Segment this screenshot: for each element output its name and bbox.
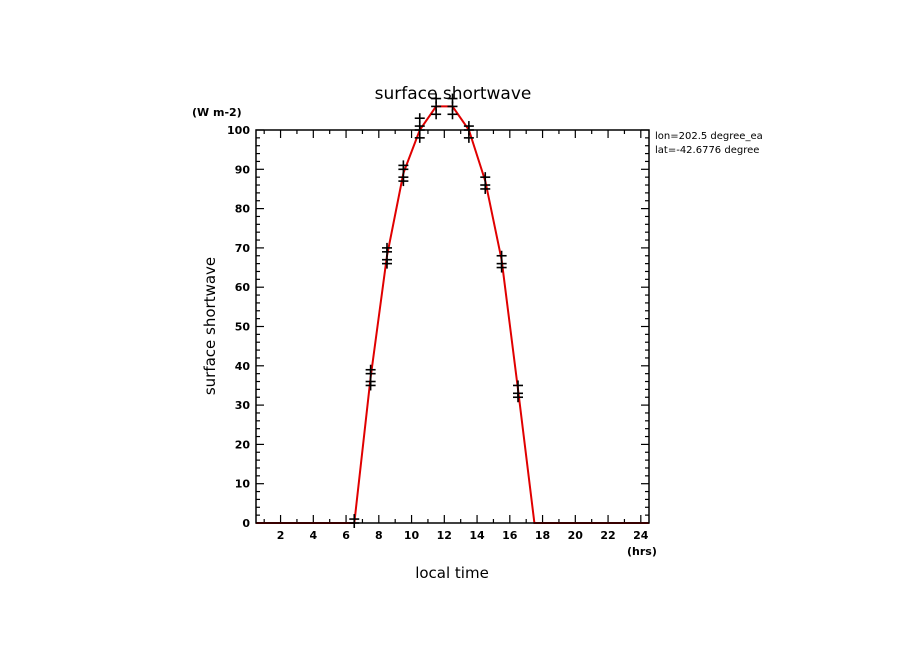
y-axis-label: surface shortwave (201, 257, 219, 395)
y-tick-label: 70 (235, 242, 251, 255)
annotation-lon: lon=202.5 degree_ea (655, 131, 763, 142)
x-tick-label: 6 (342, 529, 350, 542)
x-tick-label: 22 (600, 529, 615, 542)
y-tick-label: 30 (235, 399, 251, 412)
x-tick-label: 16 (502, 529, 518, 542)
y-units-label: (W m-2) (192, 106, 242, 119)
plot-frame (255, 129, 650, 524)
data-marks (256, 93, 649, 528)
x-tick-label: 14 (469, 529, 485, 542)
y-tick-label: 50 (235, 321, 251, 334)
x-tick-label: 18 (535, 529, 550, 542)
plus-marker (398, 160, 409, 171)
x-tick-label: 8 (375, 529, 383, 542)
y-tick-label: 0 (242, 517, 250, 530)
annotation-lat: lat=-42.6776 degree (655, 145, 759, 156)
x-tick-label: 2 (277, 529, 285, 542)
y-tick-label: 10 (235, 478, 251, 491)
x-tick-label: 4 (309, 529, 317, 542)
plus-marker (431, 93, 442, 104)
y-tick-label: 20 (235, 438, 251, 451)
y-tick-label: 100 (227, 124, 250, 137)
plus-marker (414, 113, 425, 124)
plus-marker (382, 242, 392, 253)
plus-marker (496, 250, 507, 261)
plus-marker (365, 364, 376, 375)
x-tick-label: 20 (568, 529, 584, 542)
x-tick-label: 10 (404, 529, 420, 542)
x-axis-label: local time (415, 564, 489, 582)
y-tick-label: 60 (235, 281, 251, 294)
y-tick-label: 40 (235, 360, 251, 373)
x-tick-label: 12 (437, 529, 452, 542)
axis-ticks: 2 4 6 8 10 12 14 16 18 20 22 2401020304050607080901… (227, 124, 649, 542)
series-line (256, 105, 649, 524)
y-tick-label: 90 (235, 163, 251, 176)
x-tick-label: 24 (633, 529, 649, 542)
x-units-label: (hrs) (627, 545, 657, 558)
y-tick-label: 80 (235, 203, 251, 216)
plus-marker (447, 93, 458, 104)
plus-marker (480, 172, 491, 183)
plus-marker (513, 380, 523, 391)
